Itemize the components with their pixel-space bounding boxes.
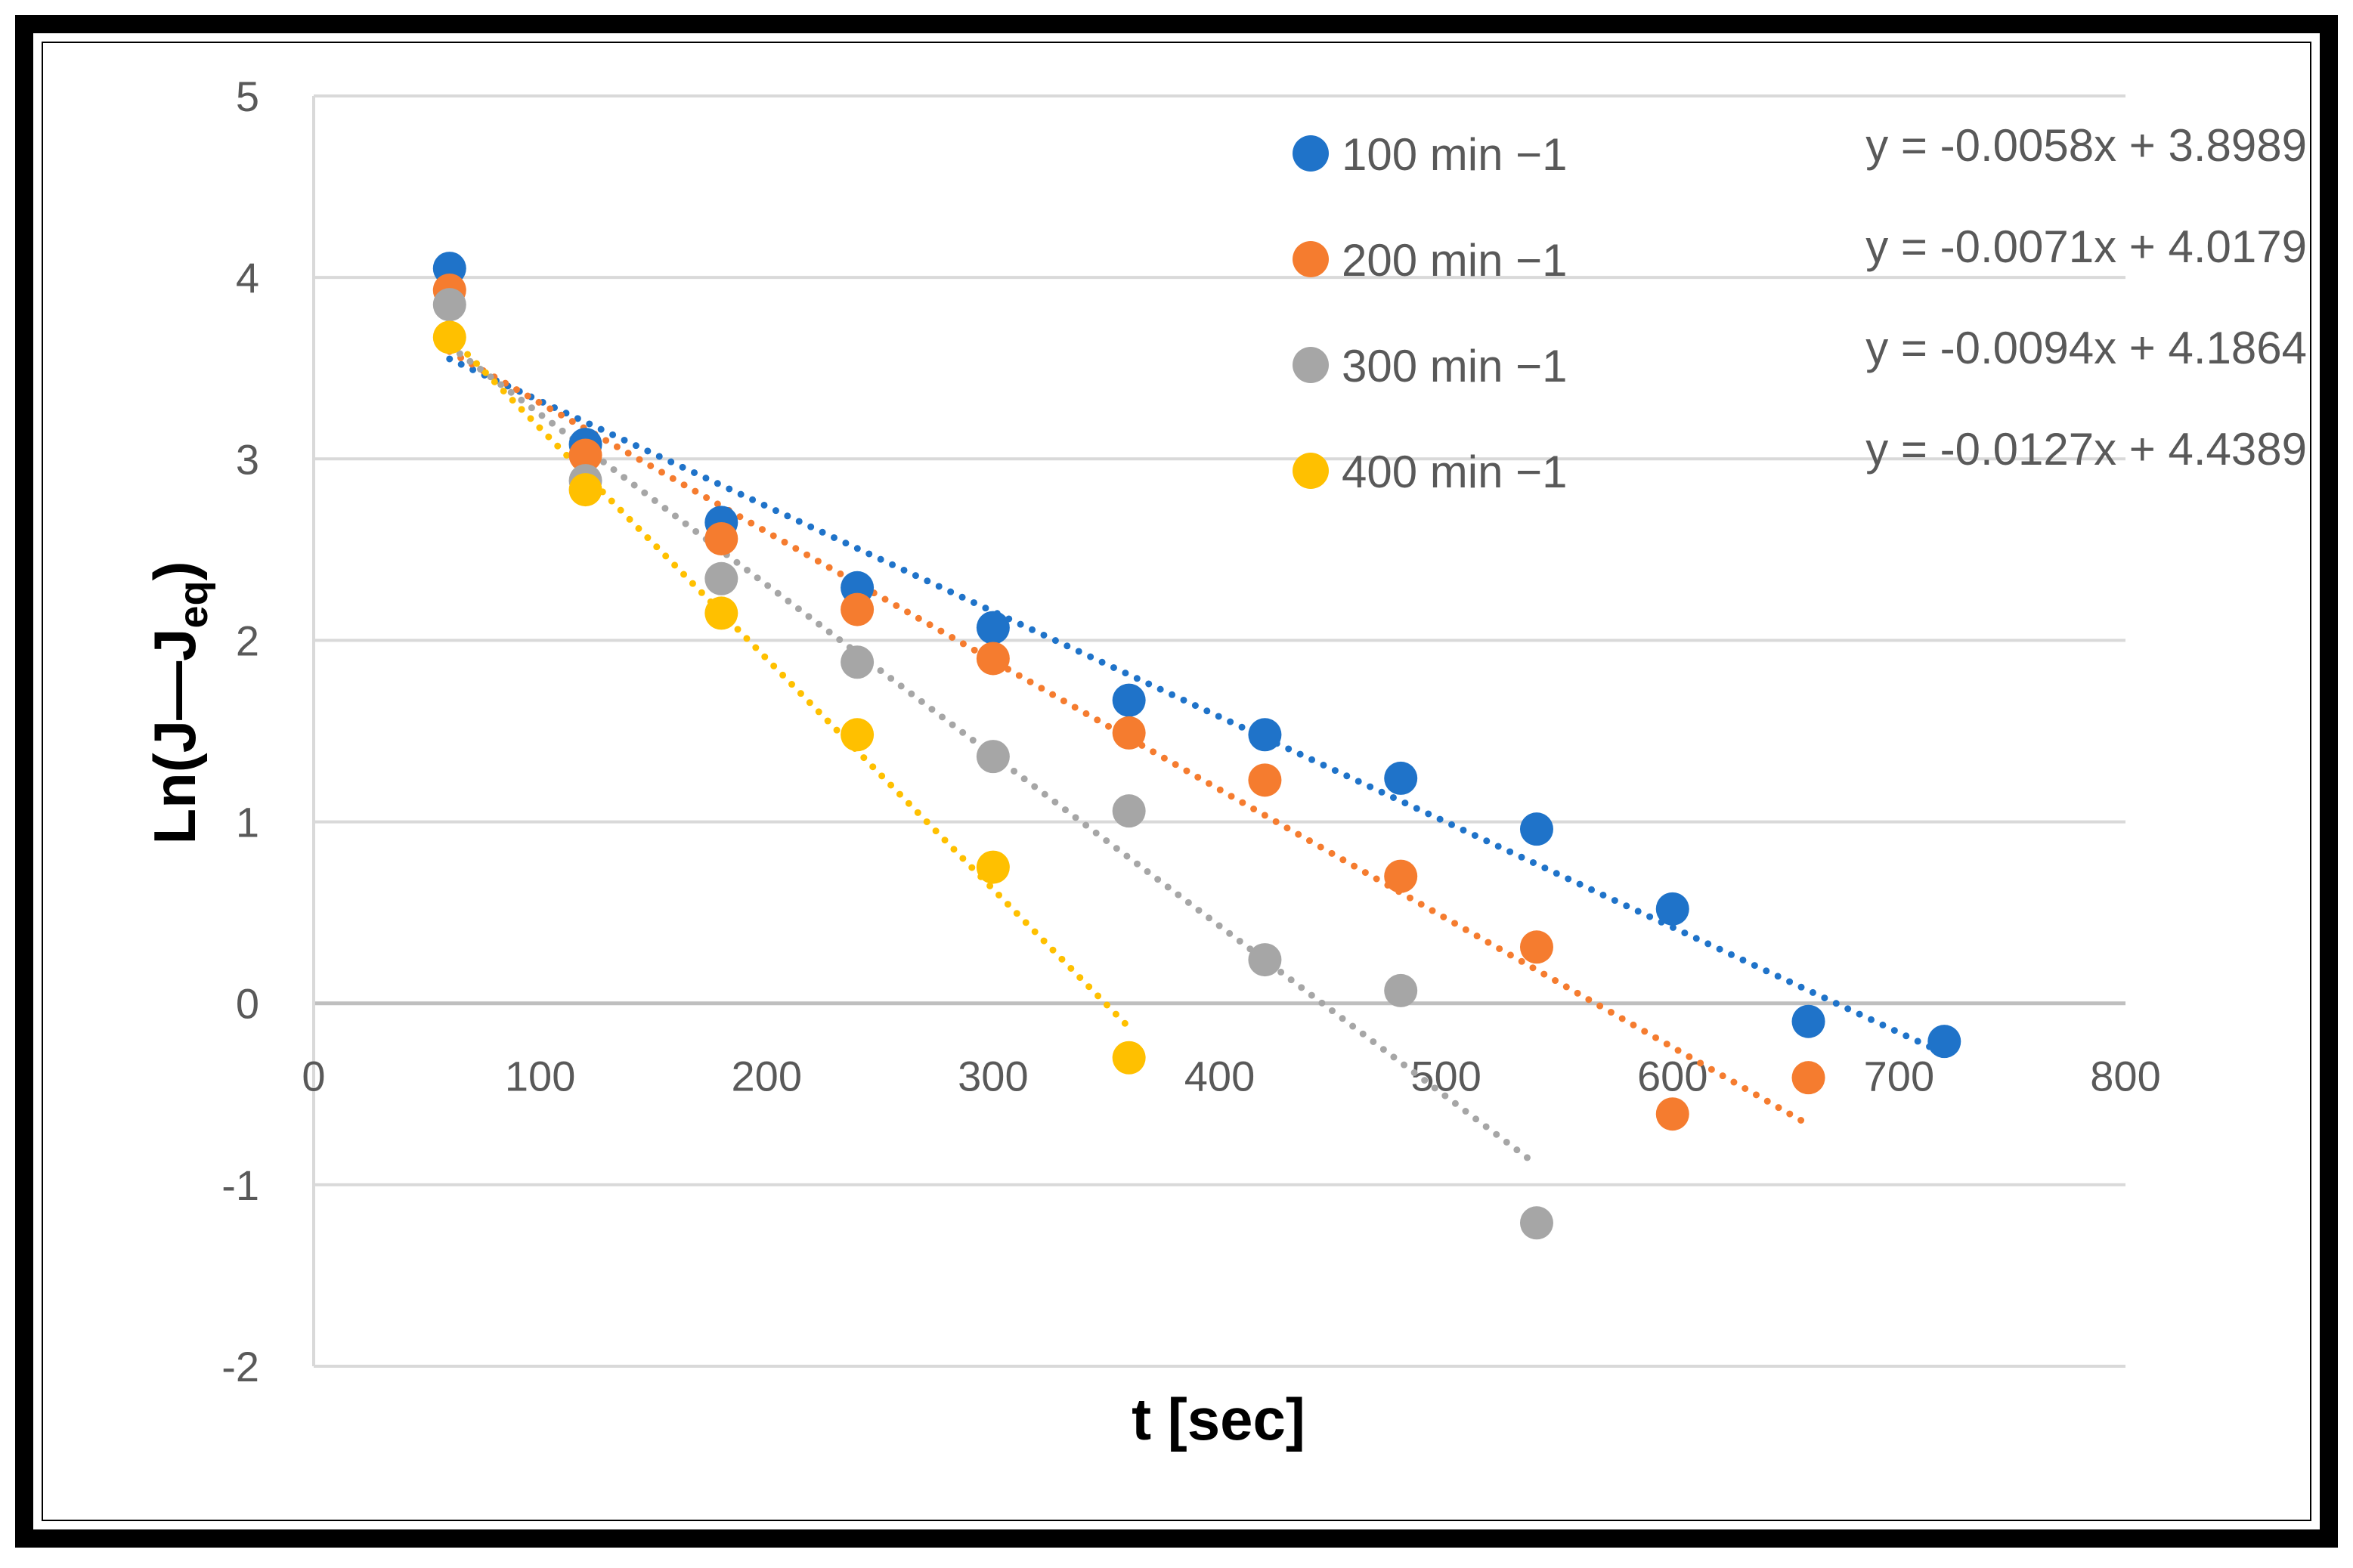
y-axis-title-close: ) <box>141 561 208 580</box>
trend-equation-series-4: y = -0.0127x + 4.4389 <box>1865 424 2307 475</box>
trendline-series-1 <box>446 355 1948 1057</box>
y-tick-label: 4 <box>236 254 259 302</box>
data-point-series-1 <box>1112 683 1146 717</box>
data-point-series-4 <box>568 473 602 507</box>
y-axis-title-main: Ln(J—J <box>141 628 208 844</box>
data-points <box>432 252 1961 1240</box>
trend-equation-series-1: y = -0.0058x + 3.8989 <box>1865 120 2307 171</box>
x-tick-label: 200 <box>732 1053 802 1100</box>
legend-marker-series-1 <box>1293 135 1329 172</box>
y-tick-label: 3 <box>236 435 259 483</box>
data-point-series-1 <box>1384 761 1418 795</box>
trend-equation-series-2: y = -0.0071x + 4.0179 <box>1865 221 2307 272</box>
legend-marker-series-4 <box>1293 453 1329 489</box>
data-point-series-2 <box>1112 716 1146 750</box>
data-point-series-1 <box>1927 1025 1961 1059</box>
x-tick-label: 800 <box>2090 1053 2160 1100</box>
legend-marker-series-2 <box>1293 241 1329 277</box>
data-point-series-2 <box>1655 1097 1689 1131</box>
data-point-series-2 <box>841 592 875 626</box>
legend-label-series-3: 300 min −1 <box>1342 341 1568 391</box>
y-tick-label: -1 <box>221 1161 259 1209</box>
data-point-series-4 <box>1112 1041 1146 1075</box>
y-axis-title: Ln(J—Jeq) <box>141 561 216 844</box>
legend: 100 min −1 y = -0.0058x + 3.8989 200 min −… <box>1293 120 2307 497</box>
data-point-series-3 <box>1519 1206 1553 1240</box>
data-point-series-2 <box>1384 859 1418 893</box>
legend-label-series-2: 200 min −1 <box>1342 235 1568 286</box>
x-tick-label: 100 <box>505 1053 575 1100</box>
data-point-series-1 <box>976 611 1010 645</box>
data-point-series-1 <box>1791 1004 1825 1038</box>
x-tick-label: 700 <box>1864 1053 1934 1100</box>
data-point-series-2 <box>704 521 738 555</box>
y-tick-label: -2 <box>221 1343 259 1390</box>
x-tick-label: 400 <box>1184 1053 1255 1100</box>
grid-lines <box>314 94 2125 1368</box>
y-tick-label: 5 <box>236 73 259 120</box>
data-point-series-4 <box>976 850 1010 884</box>
svg-text:Ln(J—Jeq): Ln(J—Jeq) <box>141 561 216 844</box>
trendline-series-4 <box>446 332 1133 1031</box>
legend-label-series-1: 100 min −1 <box>1342 129 1568 180</box>
x-tick-label: 300 <box>958 1053 1028 1100</box>
data-point-series-3 <box>1248 943 1282 977</box>
data-point-series-1 <box>1248 718 1282 752</box>
y-axis-title-subscript: eq <box>171 580 216 628</box>
data-point-series-1 <box>1655 892 1689 926</box>
data-point-series-3 <box>1112 794 1146 828</box>
x-axis-title: t [sec] <box>1132 1386 1305 1452</box>
x-tick-label: 0 <box>302 1053 325 1100</box>
data-point-series-4 <box>841 718 875 752</box>
trend-equation-series-3: y = -0.0094x + 4.1864 <box>1865 323 2307 373</box>
data-point-series-3 <box>976 740 1010 774</box>
legend-label-series-4: 400 min −1 <box>1342 447 1568 497</box>
y-tick-label: 2 <box>236 617 259 664</box>
data-point-series-2 <box>1248 763 1282 797</box>
data-point-series-1 <box>1519 812 1553 846</box>
data-point-series-4 <box>704 596 738 630</box>
legend-marker-series-3 <box>1293 347 1329 383</box>
chart-inner-border <box>42 42 2311 1521</box>
y-tick-label: 1 <box>236 799 259 846</box>
data-point-series-2 <box>976 642 1010 676</box>
axes: -2 -1 0 1 2 3 4 5 0 100 200 300 400 500 600 700 800 <box>221 73 2161 1390</box>
x-tick-label: 600 <box>1637 1053 1707 1100</box>
y-tick-label: 0 <box>236 980 259 1028</box>
data-point-series-4 <box>432 320 466 354</box>
data-point-series-2 <box>568 438 602 472</box>
data-point-series-2 <box>1519 930 1553 964</box>
data-point-series-3 <box>432 288 466 322</box>
data-point-series-3 <box>1384 973 1418 1007</box>
data-point-series-2 <box>1791 1061 1825 1095</box>
data-point-series-3 <box>704 561 738 595</box>
data-point-series-3 <box>841 645 875 679</box>
x-tick-label: 500 <box>1410 1053 1481 1100</box>
